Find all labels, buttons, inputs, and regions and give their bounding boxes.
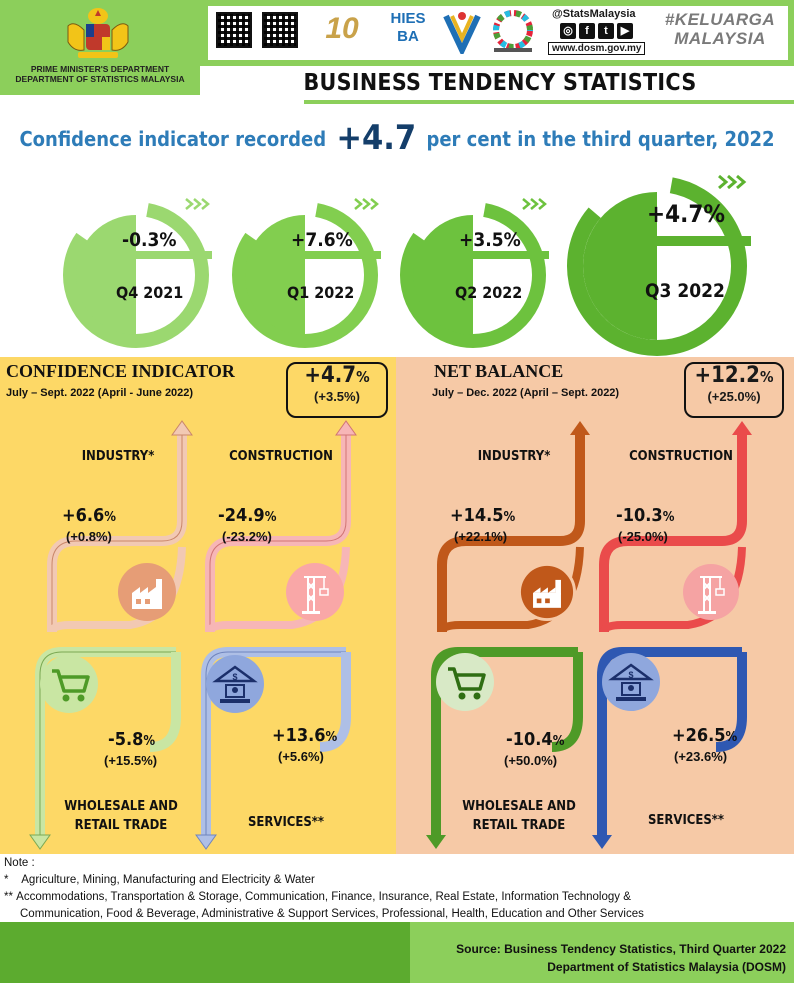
headline-value: +4.7 xyxy=(336,118,417,158)
overall-previous: (+25.0%) xyxy=(707,389,761,404)
quarter-label: Q2 2022 xyxy=(455,283,523,302)
shopping-cart-icon xyxy=(40,655,98,713)
quarter-gauge-q4-2021: -0.3% Q4 2021 xyxy=(58,193,216,353)
headline-suffix: per cent in the third quarter, 2022 xyxy=(426,127,775,151)
sector-name-wholesale: WHOLESALE AND RETAIL TRADE xyxy=(462,799,576,833)
headline-prefix: Confidence indicator recorded xyxy=(19,127,327,151)
sector-name-industry: INDUSTRY* xyxy=(81,449,155,464)
gauge-ring xyxy=(400,198,549,348)
sector-value-services: +13.6% xyxy=(272,725,338,746)
headline: Confidence indicator recorded +4.7 per c… xyxy=(0,118,794,158)
quarter-value: +4.7% xyxy=(647,200,725,228)
sector-value-wholesale: -5.8% xyxy=(108,729,156,750)
sector-previous-wholesale: (+50.0%) xyxy=(504,753,558,768)
sector-value-industry: +14.5% xyxy=(450,505,516,526)
footer-band xyxy=(410,922,794,983)
twitter-icon[interactable]: t xyxy=(598,23,614,39)
panel-period: July – Dec. 2022 (April – Sept. 2022) xyxy=(432,387,620,399)
website-link[interactable]: www.dosm.gov.my xyxy=(548,42,646,55)
instagram-icon[interactable]: ◎ xyxy=(560,23,576,39)
sector-previous-services: (+23.6%) xyxy=(674,749,728,764)
sector-value-construction: -10.3% xyxy=(616,505,675,526)
sector-name-construction: CONSTRUCTION xyxy=(229,449,333,464)
social-icons: ◎ f t ▶ xyxy=(560,23,633,39)
sector-name-construction: CONSTRUCTION xyxy=(629,449,733,464)
svg-text:$: $ xyxy=(232,672,237,682)
overall-value: +12.2% xyxy=(694,363,774,388)
crane-icon xyxy=(286,563,344,621)
sector-previous-construction: (-25.0%) xyxy=(618,529,668,544)
shopping-cart-icon xyxy=(436,653,494,711)
svg-text:$: $ xyxy=(628,670,633,680)
crane-icon xyxy=(682,563,740,621)
sector-value-services: +26.5% xyxy=(672,725,738,746)
qr-code-icon[interactable] xyxy=(262,12,298,48)
title-underline xyxy=(304,100,794,104)
confidence-indicator-panel: CONFIDENCE INDICATOR July – Sept. 2022 (… xyxy=(0,357,396,854)
footer-band-dark xyxy=(0,922,410,983)
notes-heading: Note : xyxy=(4,857,35,869)
sector-name-wholesale: WHOLESALE AND RETAIL TRADE xyxy=(64,799,178,833)
sector-value-wholesale: -10.4% xyxy=(506,729,565,750)
sector-name-services: SERVICES** xyxy=(647,813,725,828)
page-title: BUSINESS TENDENCY STATISTICS xyxy=(303,70,697,96)
ministry-name-line1: PRIME MINISTER'S DEPARTMENT xyxy=(30,64,170,74)
coat-of-arms-logo xyxy=(67,8,129,58)
sector-value-industry: +6.6% xyxy=(62,505,116,526)
sector-previous-industry: (+22.1%) xyxy=(454,529,508,544)
overall-value: +4.7% xyxy=(304,363,370,388)
sector-arrows xyxy=(426,421,752,849)
factory-icon xyxy=(518,563,576,621)
panel-title: NET BALANCE xyxy=(434,361,564,381)
note-single-star: * Agriculture, Mining, Manufacturing and… xyxy=(4,874,315,886)
sector-previous-construction: (-23.2%) xyxy=(222,529,272,544)
footnotes: Note : * Agriculture, Mining, Manufactur… xyxy=(4,855,644,923)
hies-ba-logo: HIES BA xyxy=(390,10,426,45)
quarter-value: -0.3% xyxy=(122,229,177,251)
census-logo xyxy=(443,12,481,54)
panel-title: CONFIDENCE INDICATOR xyxy=(6,361,235,381)
sector-previous-industry: (+0.8%) xyxy=(66,529,112,544)
gauge-ring xyxy=(567,174,751,356)
sector-arrows xyxy=(29,420,357,850)
overall-previous: (+3.5%) xyxy=(314,389,360,404)
note-double-star-cont: Communication, Food & Beverage, Administ… xyxy=(20,908,644,920)
social-handle[interactable]: @StatsMalaysia xyxy=(552,8,636,20)
keluarga-malaysia-logo: #KELUARGA MALAYSIA xyxy=(664,10,776,48)
bank-service-icon: $ xyxy=(206,655,264,713)
source-agency: Department of Statistics Malaysia (DOSM) xyxy=(547,960,786,974)
quarter-gauge-q2-2022: +3.5% Q2 2022 xyxy=(395,193,553,353)
quarter-gauge-q3-2022: +4.7% Q3 2022 xyxy=(563,170,759,358)
sector-previous-services: (+5.6%) xyxy=(278,749,324,764)
sector-name-industry: INDUSTRY* xyxy=(477,449,551,464)
facebook-icon[interactable]: f xyxy=(579,23,595,39)
sector-previous-wholesale: (+15.5%) xyxy=(104,753,158,768)
factory-icon xyxy=(118,563,176,621)
quarter-label: Q4 2021 xyxy=(116,283,184,302)
sdg-wheel-logo xyxy=(493,10,533,52)
quarter-label: Q1 2022 xyxy=(287,283,355,302)
youtube-icon[interactable]: ▶ xyxy=(617,23,633,39)
net-balance-panel: NET BALANCE July – Dec. 2022 (April – Se… xyxy=(396,357,794,854)
overall-value-box: +12.2% (+25.0%) xyxy=(684,362,784,418)
source-line: Source: Business Tendency Statistics, Th… xyxy=(456,942,786,956)
quarter-value: +3.5% xyxy=(459,229,521,251)
gauge-ring xyxy=(63,198,212,348)
sector-name-services: SERVICES** xyxy=(247,815,325,830)
ministry-name-line2: DEPARTMENT OF STATISTICS MALAYSIA xyxy=(15,74,185,84)
qr-code-icon[interactable] xyxy=(216,12,252,48)
bank-service-icon: $ xyxy=(602,653,660,711)
anniversary-logo: 10 xyxy=(325,12,359,45)
panel-period: July – Sept. 2022 (April - June 2022) xyxy=(6,387,194,399)
note-double-star: ** Accommodations, Transportation & Stor… xyxy=(4,891,631,903)
quarter-gauge-q1-2022: +7.6% Q1 2022 xyxy=(227,193,385,353)
sector-value-construction: -24.9% xyxy=(218,505,277,526)
overall-value-box: +4.7% (+3.5%) xyxy=(286,362,388,418)
gauge-ring xyxy=(232,198,381,348)
quarter-value: +7.6% xyxy=(291,229,353,251)
quarter-label: Q3 2022 xyxy=(645,280,725,302)
